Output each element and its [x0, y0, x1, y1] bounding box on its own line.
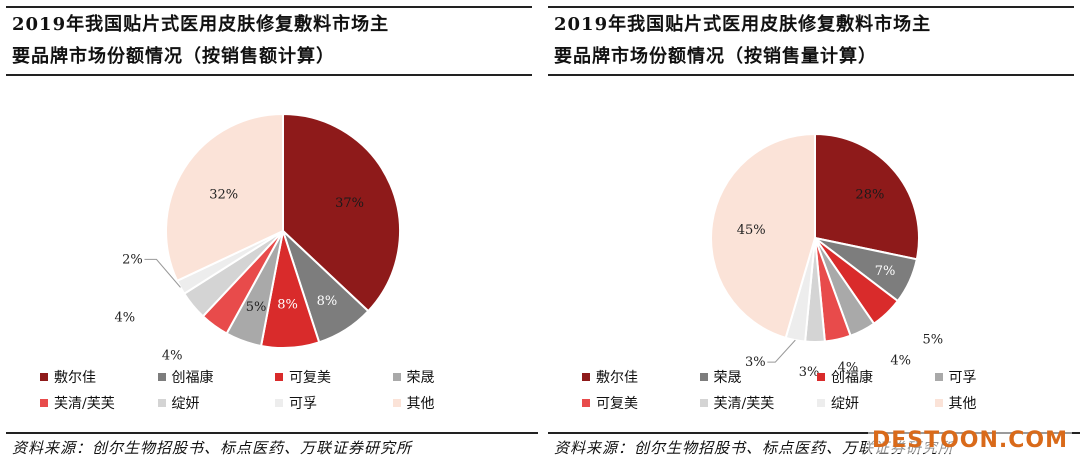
chart-panel-sales-value: 2019年我国贴片式医用皮肤修复敷料市场主 要品牌市场份额情况（按销售额计算） … [0, 0, 538, 465]
legend-label: 其他 [948, 396, 977, 412]
legend-item: 荣晟 [392, 367, 511, 387]
legend-item: 芙清/芙芙 [40, 393, 158, 413]
pie-slice-8 [165, 112, 284, 283]
chart-title-line1: 2019年我国贴片式医用皮肤修复敷料市场主 [554, 14, 932, 35]
slice-label: 4% [838, 360, 859, 375]
legend-label: 可复美 [289, 370, 331, 386]
legend-item: 绽妍 [157, 393, 276, 413]
pie-slice-1 [814, 132, 920, 261]
chart-legend: 敷尔佳 荣晟 创福康 可孚可复美 芙清/芙芙 绽妍 其他 [582, 367, 1052, 413]
slice-label: 37% [335, 196, 364, 211]
legend-item: 可孚 [934, 367, 1053, 387]
legend-label: 可孚 [289, 396, 317, 412]
slice-label: 4% [115, 311, 136, 326]
legend-swatch [934, 373, 943, 381]
chart-title-box: 2019年我国贴片式医用皮肤修复敷料市场主 要品牌市场份额情况（按销售额计算） [6, 6, 532, 76]
legend-swatch [275, 399, 283, 407]
legend-label: 芙清/芙芙 [713, 396, 775, 412]
legend-item: 可复美 [582, 393, 700, 413]
chart-title-box: 2019年我国贴片式医用皮肤修复敷料市场主 要品牌市场份额情况（按销售量计算） [548, 6, 1074, 76]
legend-item: 可复美 [275, 367, 393, 387]
chart-panel-sales-volume: 2019年我国贴片式医用皮肤修复敷料市场主 要品牌市场份额情况（按销售量计算） … [542, 0, 1080, 465]
slice-label: 4% [162, 349, 183, 364]
legend-item: 荣晟 [699, 367, 818, 387]
legend-item: 芙清/芙芙 [699, 393, 818, 413]
legend-label: 其他 [406, 396, 435, 412]
legend-swatch [934, 399, 943, 407]
legend-swatch [817, 373, 825, 381]
legend-label: 芙清/芙芙 [54, 396, 115, 412]
legend-label: 创福康 [171, 370, 214, 386]
legend-label: 敷尔佳 [54, 370, 96, 386]
legend-item: 敷尔佳 [582, 367, 700, 387]
source-note: 资料来源：创尔生物招股书、标点医药、万联证券研究所 [6, 432, 538, 464]
leader-line [767, 339, 796, 363]
slice-label: 45% [737, 223, 766, 238]
slice-label: 28% [855, 187, 884, 202]
legend-swatch [157, 399, 166, 407]
legend-swatch [40, 373, 48, 381]
leader-line [144, 258, 181, 288]
slice-label: 4% [890, 353, 911, 368]
chart-title-line2: 要品牌市场份额情况（按销售量计算） [554, 46, 877, 67]
legend-swatch [392, 399, 401, 407]
slice-label: 32% [209, 187, 238, 202]
site-watermark: DESTOON.COM [867, 428, 1072, 453]
legend-swatch [275, 373, 283, 381]
legend-swatch [582, 373, 590, 381]
slice-label: 8% [277, 297, 298, 312]
legend-item: 创福康 [817, 367, 935, 387]
chart-legend: 敷尔佳 创福康 可复美 荣晟芙清/芙芙 绽妍 可孚 其他 [40, 367, 510, 413]
legend-item: 绽妍 [817, 393, 935, 413]
legend-label: 敷尔佳 [596, 370, 638, 386]
pie-slice-8 [710, 132, 816, 340]
legend-swatch [582, 399, 590, 407]
chart-title-line1: 2019年我国贴片式医用皮肤修复敷料市场主 [12, 14, 390, 35]
slice-label: 7% [875, 264, 896, 279]
source-note: 资料来源：创尔生物招股书、标点医药、万联证券研究所 [548, 432, 1080, 464]
legend-label: 可复美 [596, 396, 638, 412]
legend-label: 创福康 [831, 370, 873, 386]
legend-item: 其他 [392, 393, 511, 413]
legend-swatch [392, 373, 401, 381]
legend-item: 创福康 [157, 367, 276, 387]
legend-label: 荣晟 [406, 370, 435, 386]
legend-item: 其他 [934, 393, 1053, 413]
legend-label: 荣晟 [713, 370, 742, 386]
slice-label: 3% [799, 365, 820, 380]
legend-label: 可孚 [948, 370, 977, 386]
slice-label: 5% [922, 332, 943, 347]
legend-label: 绽妍 [831, 396, 859, 412]
legend-label: 绽妍 [171, 396, 200, 412]
legend-swatch [157, 373, 166, 381]
slice-label: 8% [317, 294, 338, 309]
legend-swatch [817, 399, 825, 407]
pie-chart-sales-value: 37% 8% 8% 5% 4% 4% 2% 32% [115, 112, 401, 364]
pie-slice-1 [282, 112, 401, 313]
chart-title-line2: 要品牌市场份额情况（按销售额计算） [12, 46, 335, 67]
legend-item: 可孚 [275, 393, 393, 413]
legend-swatch [699, 373, 708, 381]
slice-label: 2% [122, 252, 143, 267]
legend-swatch [699, 399, 708, 407]
legend-item: 敷尔佳 [40, 367, 158, 387]
pie-chart-sales-volume: 28% 7% 5% 4% 4% 3% 3% 45% [710, 132, 943, 380]
legend-swatch [40, 399, 48, 407]
slice-label: 3% [745, 355, 766, 370]
slice-label: 5% [246, 300, 267, 315]
